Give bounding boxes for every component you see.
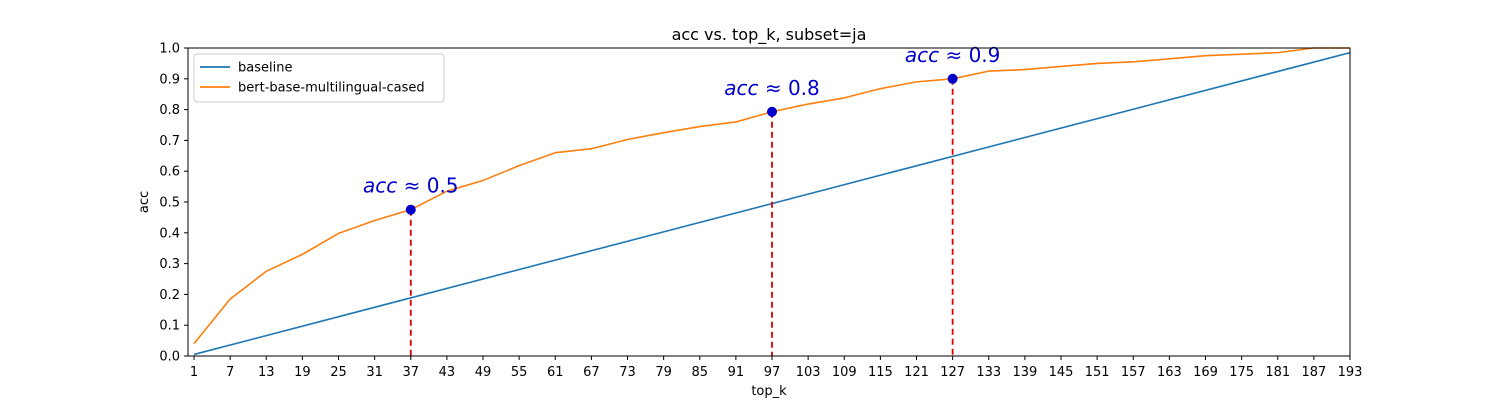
x-tick-label: 55 <box>511 365 528 380</box>
x-tick-label: 31 <box>366 365 383 380</box>
x-tick-label: 193 <box>1338 365 1363 380</box>
x-tick-label: 127 <box>940 365 965 380</box>
x-tick-label: 109 <box>832 365 857 380</box>
x-tick-label: 37 <box>402 365 419 380</box>
legend: baseline bert-base-multilingual-cased <box>193 53 445 103</box>
annotation-point <box>405 204 416 215</box>
x-tick-label: 49 <box>475 365 492 380</box>
x-tick-label: 85 <box>691 365 708 380</box>
annotation-label-math: acc <box>905 43 939 67</box>
x-tick-label: 115 <box>868 365 893 380</box>
x-tick-label: 61 <box>547 365 564 380</box>
y-tick-label: 0.9 <box>159 72 180 87</box>
x-axis-title: top_k <box>751 384 787 399</box>
y-tick-label: 0.8 <box>159 103 180 118</box>
y-tick-label: 0.6 <box>159 165 180 180</box>
x-tick-label: 157 <box>1121 365 1146 380</box>
annotation-label-value: ≈ 0.5 <box>397 174 458 198</box>
annotation-label-math: acc <box>724 76 758 100</box>
annotation-label-value: ≈ 0.8 <box>758 76 819 100</box>
y-tick-label: 0.0 <box>159 350 180 365</box>
y-tick-label: 0.7 <box>159 134 180 149</box>
legend-label-0: baseline <box>238 61 292 76</box>
legend-label-1: bert-base-multilingual-cased <box>238 81 425 96</box>
x-tick-label: 13 <box>258 365 275 380</box>
y-tick-label: 0.4 <box>159 226 180 241</box>
annotation-label-math: acc <box>363 174 397 198</box>
y-axis-title: acc <box>137 191 152 213</box>
y-tick-label: 0.1 <box>159 319 180 334</box>
x-tick-label: 67 <box>583 365 600 380</box>
chart-title: acc vs. top_k, subset=ja <box>672 25 867 45</box>
x-tick-label: 7 <box>226 365 234 380</box>
plot-frame <box>187 47 1351 357</box>
y-tick-label: 0.5 <box>159 196 180 211</box>
x-tick-label: 97 <box>764 365 781 380</box>
y-tick-label: 0.3 <box>159 257 180 272</box>
x-tick-label: 139 <box>1012 365 1037 380</box>
y-tick-label: 0.2 <box>159 288 180 303</box>
plot-area: 1 7 13 19 25 31 37 43 49 55 61 67 73 79 85 91 97 103 109 11… <box>159 42 1362 381</box>
annotation-label: acc ≈ 0.5 <box>363 174 459 198</box>
legend-box <box>193 53 445 103</box>
annotation-point <box>767 106 778 117</box>
annotation-label-value: ≈ 0.9 <box>939 43 1000 67</box>
x-tick-label: 91 <box>728 365 745 380</box>
x-tick-label: 169 <box>1193 365 1218 380</box>
x-tick-label: 79 <box>655 365 672 380</box>
x-tick-label: 133 <box>976 365 1001 380</box>
x-tick-label: 1 <box>190 365 198 380</box>
x-tick-label: 181 <box>1265 365 1290 380</box>
x-tick-label: 151 <box>1085 365 1110 380</box>
x-tick-label: 43 <box>439 365 456 380</box>
x-tick-label: 163 <box>1157 365 1182 380</box>
annotation-label: acc ≈ 0.8 <box>724 76 820 100</box>
y-tick-label: 1.0 <box>159 42 180 57</box>
x-tick-label: 103 <box>796 365 821 380</box>
annotation-point <box>947 73 958 84</box>
x-tick-label: 19 <box>294 365 311 380</box>
x-tick-label: 175 <box>1229 365 1254 380</box>
x-tick-label: 25 <box>330 365 347 380</box>
annotation-label: acc ≈ 0.9 <box>905 43 1001 67</box>
x-tick-label: 121 <box>904 365 929 380</box>
x-tick-label: 187 <box>1301 365 1326 380</box>
x-tick-label: 73 <box>619 365 636 380</box>
x-tick-label: 145 <box>1049 365 1074 380</box>
